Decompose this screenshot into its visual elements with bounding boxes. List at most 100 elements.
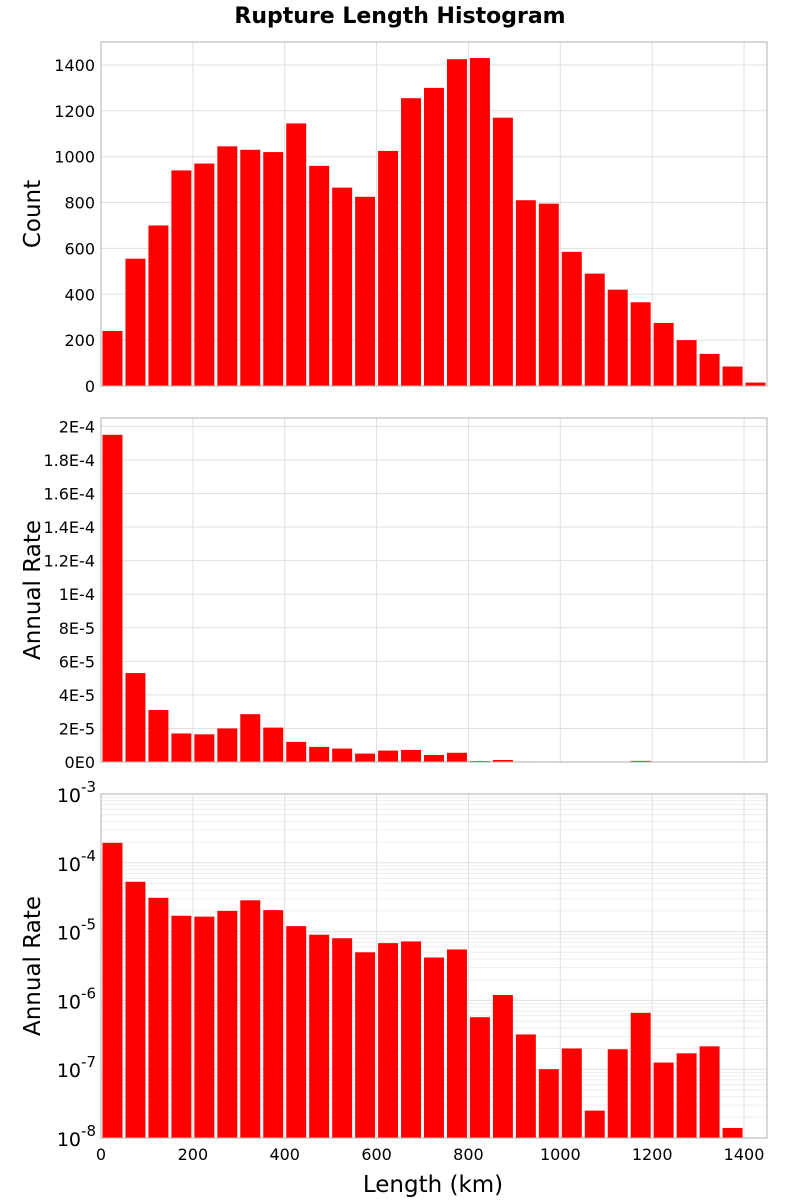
panel-1-y-ticks: 0 200 400 600 800 1000 1200 1400 [54,56,95,396]
histogram-bar [171,170,192,386]
x-tick-label: 200 [178,1145,209,1164]
y-tick-label: 1000 [54,148,95,167]
histogram-bar [217,910,238,1138]
histogram-bar [538,203,559,386]
histogram-bar [286,123,307,386]
histogram-bar [148,225,169,386]
panel-1-y-axis-label: Count [20,180,46,248]
histogram-bar [125,881,146,1138]
y-tick-label: 10-6 [57,984,96,1013]
histogram-bar [676,1053,697,1138]
histogram-bar [171,733,192,762]
histogram-bar [355,196,376,386]
histogram-bar [401,749,422,762]
panel-1-frame [100,41,768,387]
y-tick-label: 6E-5 [59,652,95,671]
histogram-bar [515,200,536,386]
x-tick-label: 400 [269,1145,300,1164]
x-tick-label: 1000 [540,1145,581,1164]
histogram-bar [355,753,376,762]
histogram-bar [699,1046,720,1138]
histogram-bar [722,1127,743,1138]
chart-title: Rupture Length Histogram [234,4,565,29]
histogram-bar [286,741,307,762]
x-tick-label: 1400 [724,1145,765,1164]
histogram-bar [125,673,146,762]
histogram-bar [102,842,123,1138]
y-tick-label: 2E-4 [59,417,95,436]
panel-2: 0E0 2E-5 4E-5 6E-5 8E-5 1E-4 1.2E-4 1.4E-4 1.6E-… [20,417,768,772]
histogram-bar [492,759,513,762]
histogram-bar [194,916,215,1138]
y-tick-label: 0E0 [65,753,95,772]
histogram-bar [653,322,674,386]
histogram-bar [355,952,376,1138]
histogram-bar [378,150,399,386]
histogram-bar [309,746,330,762]
histogram-bar [102,330,123,386]
histogram-bar [630,1012,651,1138]
histogram-bar [148,897,169,1138]
histogram-bar [561,251,582,386]
histogram-bar [194,734,215,762]
y-tick-label: 1400 [54,56,95,75]
histogram-bar [676,340,697,386]
histogram-bar [446,949,467,1138]
panel-2-y-ticks: 0E0 2E-5 4E-5 6E-5 8E-5 1E-4 1.2E-4 1.4E-4 1.6E-… [43,417,95,772]
histogram-bar [584,273,605,386]
histogram-bar [515,1034,536,1138]
y-tick-label: 1.6E-4 [43,485,95,504]
panel-2-y-axis-label: Annual Rate [20,520,46,660]
panel-3: 10-8 10-7 10-6 10-5 10-4 10-3 Annual Rate 0 200 4… [20,778,768,1164]
histogram-bar [309,165,330,386]
x-tick-label: 600 [361,1145,392,1164]
histogram-bar [446,752,467,762]
histogram-bar [630,302,651,386]
histogram-bar [699,353,720,386]
y-tick-label: 2E-5 [59,719,95,738]
panel-3-frame [100,793,768,1139]
histogram-bar [401,941,422,1138]
x-ticks: 0 200 400 600 800 1000 1200 1400 [96,1145,764,1164]
y-tick-label: 10-4 [57,847,96,876]
panel-1: 0 200 400 600 800 1000 1200 1400 Count [20,41,768,396]
histogram-bar [378,750,399,762]
histogram-bar [217,728,238,762]
x-axis-label: Length (km) [363,1172,503,1198]
x-tick-label: 0 [96,1145,106,1164]
histogram-bar [240,149,261,386]
histogram-bar [332,748,353,762]
panel-3-bars [102,842,743,1138]
histogram-bar [125,258,146,386]
panel-1-bars [102,58,766,387]
histogram-bar [745,382,766,386]
y-tick-label: 400 [64,285,95,304]
histogram-bar [102,434,123,762]
histogram-bar [653,1062,674,1138]
histogram-bar [607,289,628,386]
y-tick-label: 4E-5 [59,686,95,705]
histogram-bar [332,187,353,386]
histogram-bar [263,727,284,762]
panel-3-y-axis-label: Annual Rate [20,896,46,1036]
histogram-bar [240,714,261,762]
y-tick-label: 10-8 [57,1122,96,1151]
panel-3-y-ticks: 10-8 10-7 10-6 10-5 10-4 10-3 [57,778,96,1151]
y-tick-label: 200 [64,331,95,350]
x-tick-label: 1200 [632,1145,673,1164]
histogram-bar [492,117,513,387]
histogram-bar [263,910,284,1138]
histogram-bar [469,1017,490,1138]
y-tick-label: 10-5 [57,916,96,945]
histogram-bar [332,938,353,1138]
histogram-bar [722,366,743,386]
histogram-bar [538,1069,559,1138]
histogram-bar [194,163,215,386]
y-tick-label: 600 [64,239,95,258]
y-tick-label: 1.8E-4 [43,451,95,470]
histogram-bar [424,754,444,762]
histogram-bar [630,760,651,762]
histogram-bar [446,59,467,386]
histogram-bar [148,709,169,762]
